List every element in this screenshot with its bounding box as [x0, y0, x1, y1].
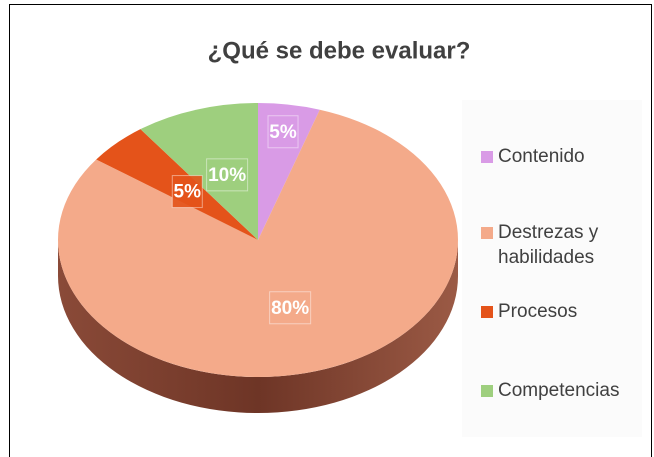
- chart-title: ¿Qué se debe evaluar?: [208, 37, 471, 64]
- legend-swatch: [481, 385, 493, 397]
- legend-item: Competencias: [481, 378, 638, 403]
- legend-label: Procesos: [498, 301, 578, 322]
- frame: [9, 4, 652, 457]
- data-label-box: [267, 115, 299, 149]
- legend-label: Destrezas y habilidades: [498, 222, 599, 268]
- legend-label: Contenido: [498, 146, 585, 167]
- legend-swatch: [481, 306, 493, 318]
- legend-item: Procesos: [481, 299, 638, 324]
- slice: [140, 103, 258, 240]
- data-label-box: [269, 291, 312, 325]
- legend-item: Destrezas y habilidades: [481, 220, 638, 270]
- legend: Contenido Destrezas y habilidades Procesos…: [462, 100, 642, 437]
- data-label: 10%: [208, 165, 246, 186]
- legend-label: Competencias: [498, 380, 620, 401]
- data-label: 80%: [271, 298, 309, 319]
- slice: [57, 109, 458, 377]
- data-label: 5%: [269, 122, 297, 143]
- data-label: 5%: [174, 182, 202, 203]
- slice-side: [58, 240, 458, 413]
- data-label-box: [206, 158, 249, 192]
- data-label-box: [171, 175, 203, 209]
- legend-item: Contenido: [481, 144, 638, 169]
- legend-swatch: [481, 151, 493, 163]
- legend-swatch: [481, 227, 493, 239]
